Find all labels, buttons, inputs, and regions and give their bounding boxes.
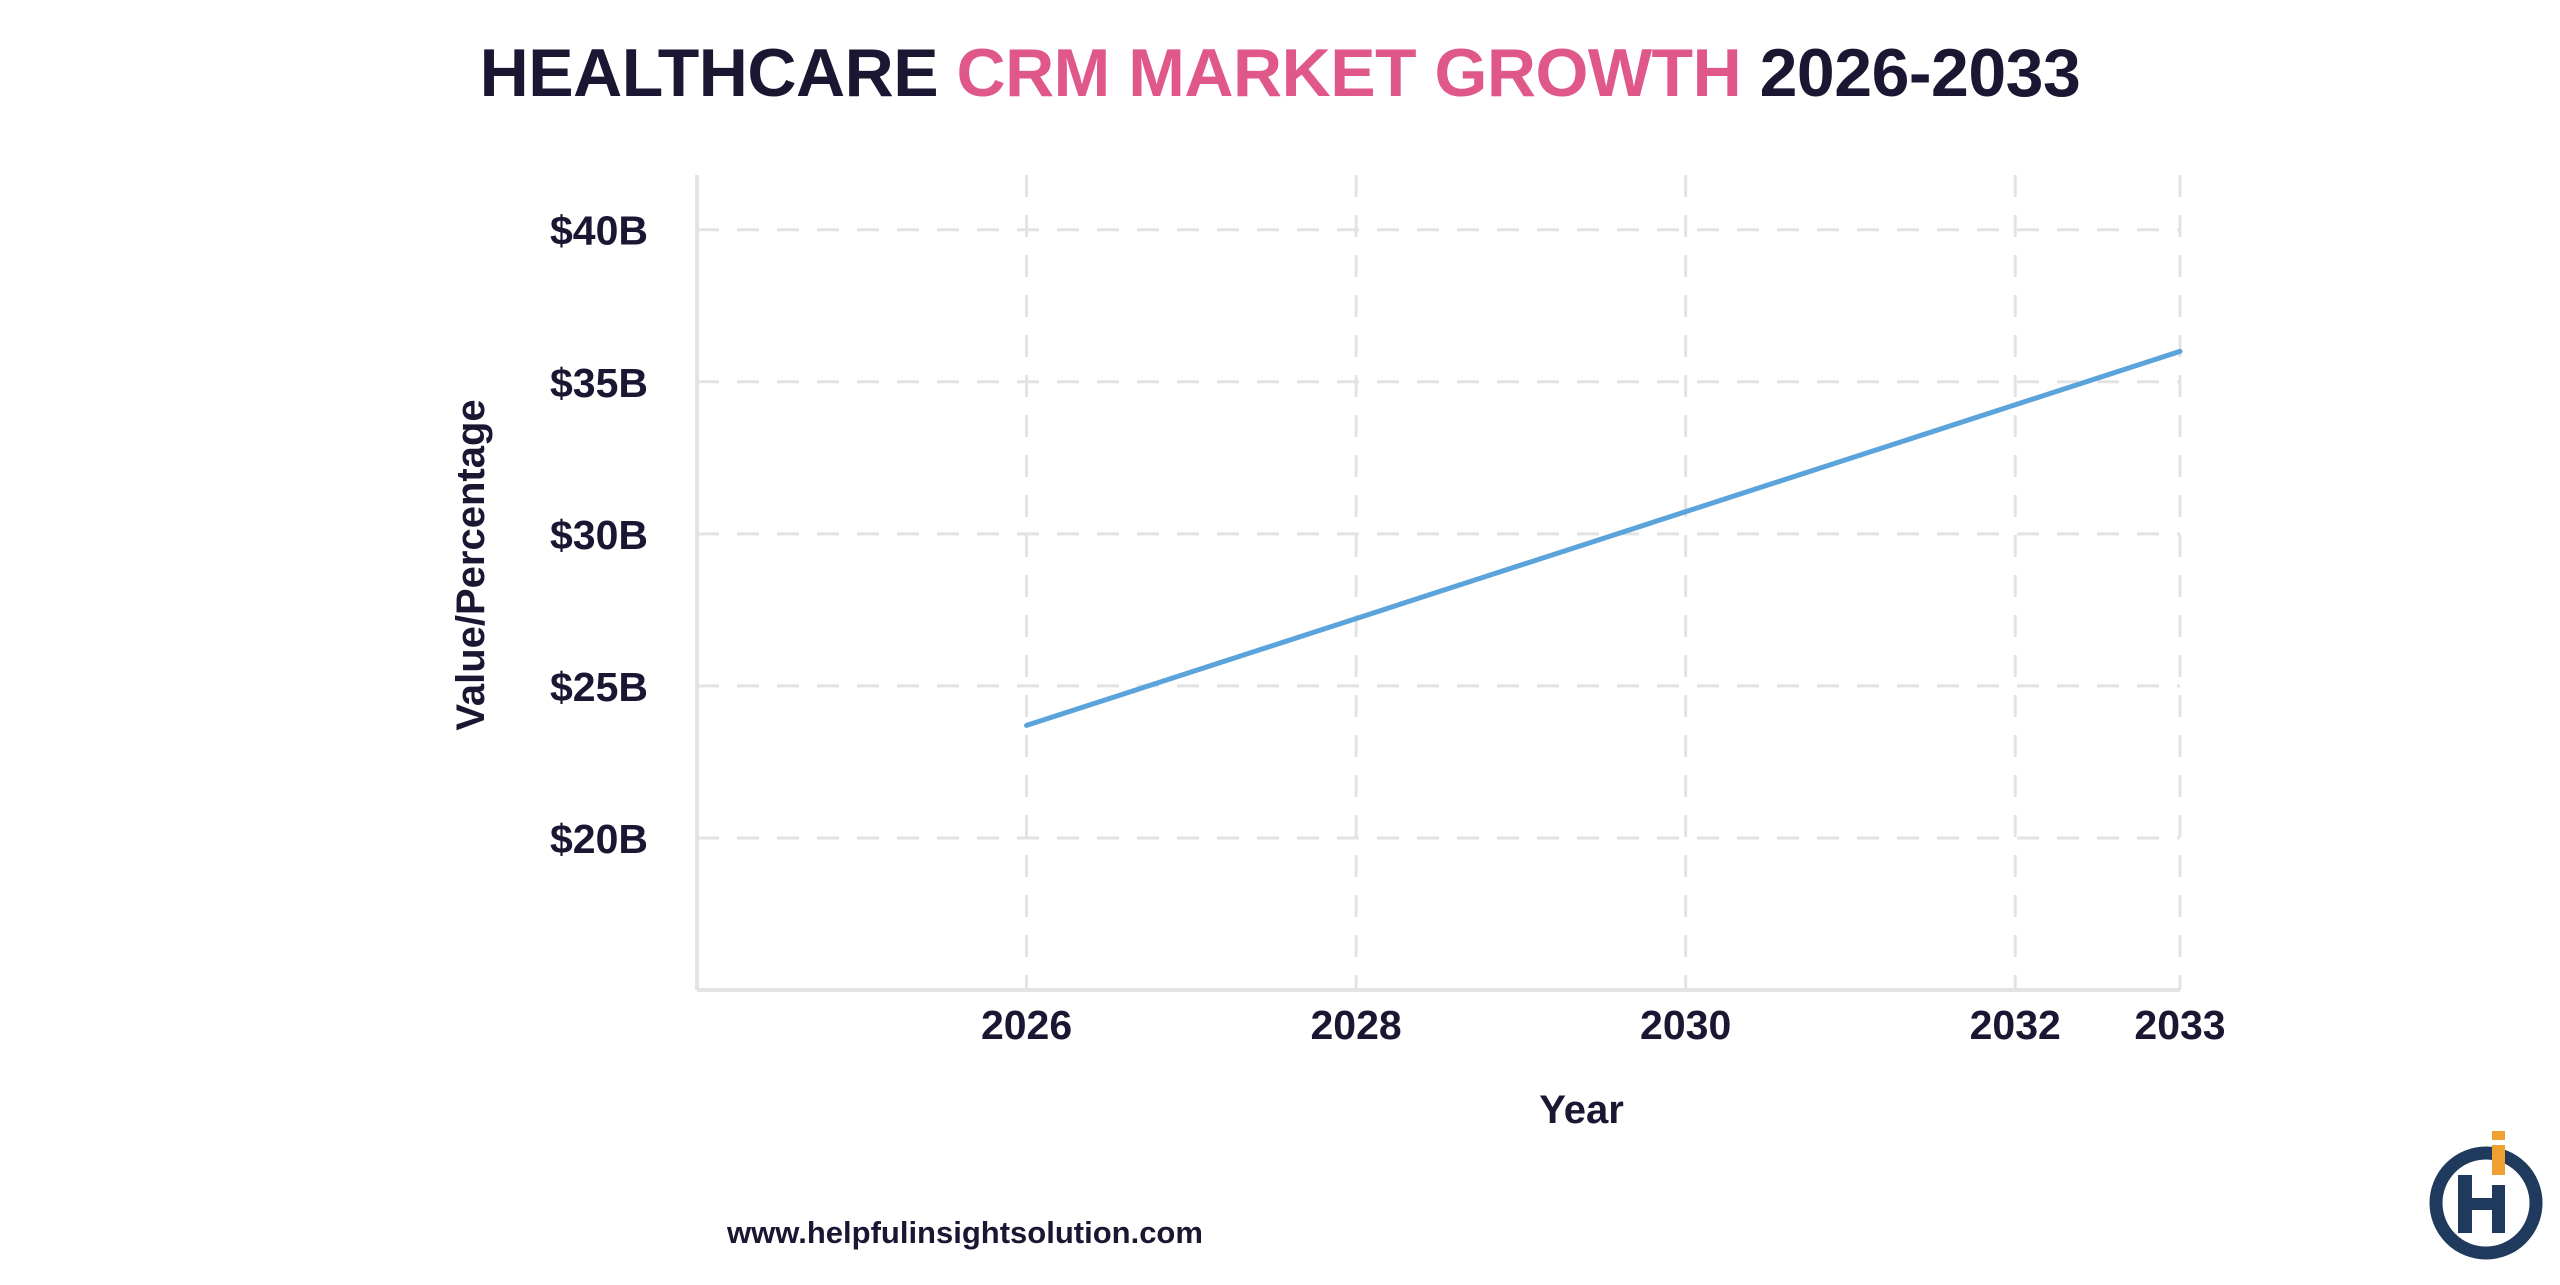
x-axis-label: Year (1539, 1088, 1624, 1132)
helpful-insight-logo-icon (2429, 1131, 2543, 1260)
y-tick-label: $20B (550, 816, 648, 862)
title-part-2: CRM MARKET GROWTH (956, 35, 1742, 111)
series-group (1024, 348, 2183, 728)
series-line-0 (1024, 348, 2183, 728)
x-tick-label: 2032 (1970, 1002, 2061, 1048)
x-tick-label: 2026 (981, 1002, 1072, 1048)
title-part-3: 2026-2033 (1759, 35, 2081, 111)
x-tick-label: 2033 (2134, 1002, 2225, 1048)
x-tick-labels: 2026 2028 2030 2032 2033 (981, 1002, 2226, 1048)
title-part-1: HEALTHCARE (479, 35, 939, 111)
grid-lines (697, 175, 2182, 990)
y-tick-labels: $20B $25B $30B $35B $40B (550, 208, 648, 862)
y-tick-label: $40B (550, 208, 648, 254)
footer-url: www.helpfulinsightsolution.com (727, 1215, 1203, 1250)
y-tick-label: $35B (550, 360, 648, 406)
y-axis-label: Value/Percentage (449, 399, 493, 730)
axes (695, 175, 2180, 992)
x-tick-label: 2028 (1311, 1002, 1402, 1048)
x-tick-label: 2030 (1640, 1002, 1731, 1048)
y-tick-label: $25B (550, 664, 648, 710)
y-tick-label: $30B (550, 512, 648, 558)
chart-title: HEALTHCARE CRM MARKET GROWTH 2026-2033 (0, 28, 2560, 118)
